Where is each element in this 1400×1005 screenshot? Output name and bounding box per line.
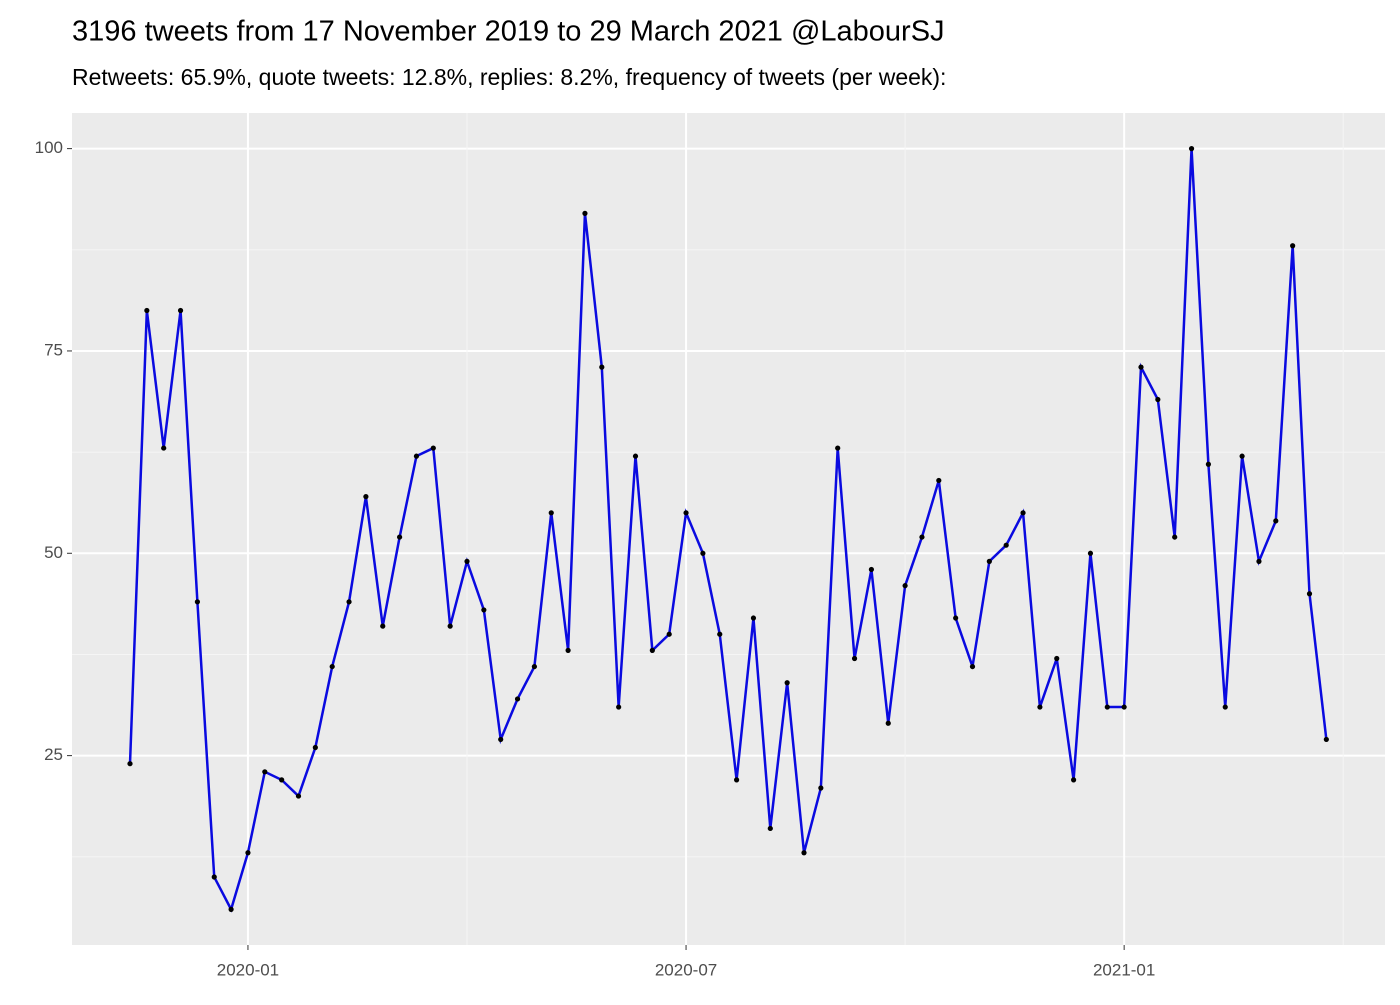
point bbox=[1172, 534, 1178, 540]
point bbox=[717, 631, 723, 637]
point bbox=[211, 874, 217, 880]
point bbox=[666, 631, 672, 637]
point bbox=[127, 761, 133, 767]
point bbox=[599, 364, 605, 370]
point bbox=[295, 793, 302, 799]
point bbox=[919, 534, 925, 540]
point bbox=[194, 599, 200, 605]
point bbox=[228, 906, 234, 912]
point bbox=[1138, 364, 1144, 370]
point bbox=[1306, 591, 1313, 597]
point bbox=[144, 307, 150, 314]
point bbox=[683, 510, 689, 516]
panel bbox=[72, 113, 1385, 945]
x-tick-label: 2020-01 bbox=[217, 960, 279, 979]
point bbox=[447, 623, 453, 629]
line bbox=[128, 148, 1328, 913]
point bbox=[565, 647, 571, 654]
point bbox=[1273, 518, 1279, 524]
point bbox=[818, 785, 824, 791]
point bbox=[1290, 243, 1296, 249]
point bbox=[413, 453, 420, 459]
point bbox=[1020, 510, 1026, 516]
y-tick-label: 75 bbox=[44, 340, 63, 359]
point bbox=[380, 623, 386, 629]
x-tick-label: 2021-01 bbox=[1093, 960, 1155, 979]
point bbox=[835, 445, 841, 451]
point bbox=[1222, 704, 1228, 710]
point bbox=[312, 744, 318, 751]
point bbox=[1087, 550, 1094, 556]
point bbox=[1239, 453, 1245, 459]
point bbox=[531, 663, 538, 670]
point bbox=[969, 663, 976, 670]
point bbox=[902, 583, 908, 589]
point bbox=[1323, 736, 1329, 743]
point bbox=[953, 615, 959, 621]
point bbox=[1104, 704, 1110, 710]
y-tick-label: 25 bbox=[44, 745, 63, 764]
chart-title: 3196 tweets from 17 November 2019 to 29 … bbox=[72, 16, 945, 48]
point bbox=[851, 655, 858, 662]
point bbox=[986, 558, 992, 564]
point bbox=[363, 494, 369, 500]
point bbox=[1205, 461, 1211, 467]
point bbox=[1037, 704, 1043, 710]
point bbox=[784, 680, 790, 686]
point bbox=[161, 445, 167, 451]
y-tick-label: 100 bbox=[35, 138, 63, 157]
point bbox=[177, 307, 184, 314]
point bbox=[868, 566, 875, 573]
chart-subtitle: Retweets: 65.9%, quote tweets: 12.8%, re… bbox=[72, 64, 946, 90]
point bbox=[1071, 777, 1077, 783]
point bbox=[279, 777, 285, 783]
point bbox=[548, 510, 554, 516]
point bbox=[397, 534, 403, 540]
point bbox=[498, 736, 504, 743]
point bbox=[1003, 542, 1009, 548]
point bbox=[1155, 396, 1161, 403]
point bbox=[262, 769, 268, 775]
point bbox=[885, 720, 891, 726]
point bbox=[734, 777, 740, 783]
point bbox=[649, 647, 655, 654]
point bbox=[514, 696, 521, 702]
point bbox=[936, 477, 942, 484]
point bbox=[245, 850, 251, 856]
x-tick-label: 2020-07 bbox=[655, 960, 717, 979]
point bbox=[481, 607, 487, 613]
point bbox=[1188, 146, 1195, 152]
point bbox=[329, 663, 335, 670]
point bbox=[767, 825, 773, 832]
point bbox=[801, 850, 807, 856]
point bbox=[1121, 704, 1127, 710]
point bbox=[616, 704, 622, 710]
point bbox=[464, 558, 470, 564]
point bbox=[632, 453, 639, 459]
point bbox=[1054, 655, 1060, 662]
point bbox=[430, 445, 436, 451]
point bbox=[750, 615, 757, 621]
point bbox=[1256, 558, 1262, 564]
point bbox=[346, 599, 352, 605]
point bbox=[582, 210, 588, 216]
point bbox=[700, 550, 706, 556]
y-tick-label: 50 bbox=[44, 543, 63, 562]
